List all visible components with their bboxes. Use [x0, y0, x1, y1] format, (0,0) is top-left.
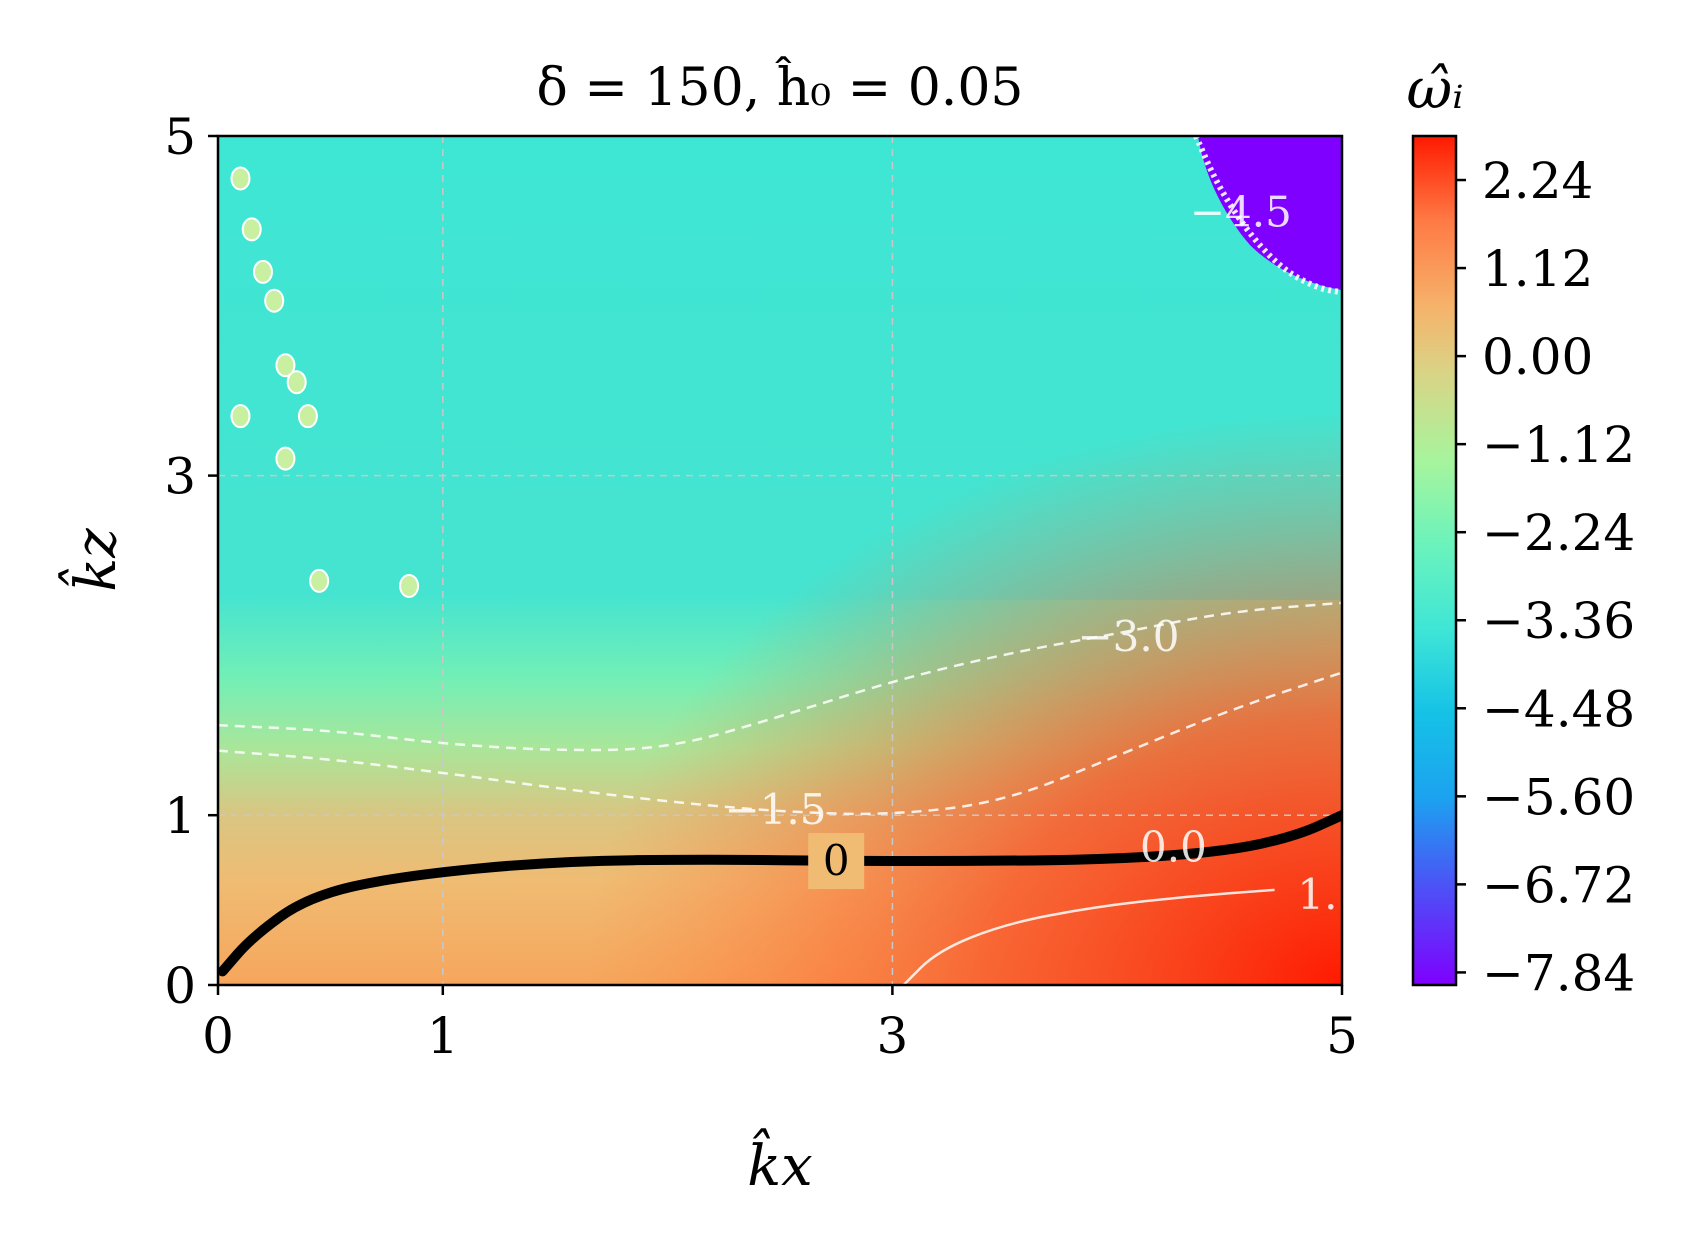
plot-frame [216, 134, 1344, 987]
contour-label-3: −1.5 [725, 785, 827, 834]
y-tick-label-1: 1 [164, 787, 196, 845]
colorbar-label: ω̂ᵢ [1407, 57, 1464, 122]
noise-spot-6 [297, 404, 318, 429]
contour-label-0: 0 [823, 836, 850, 885]
y-axis-label: k̂z [57, 528, 129, 592]
contour-label-1: 0.0 [1140, 822, 1207, 871]
x-tick-label-0: 0 [202, 1007, 234, 1065]
contour-labels: 0 0.0 1.5 −1.5 −3.0 −4.5 [725, 187, 1364, 919]
grid [218, 136, 1342, 985]
heatmap-purple-region [1198, 136, 1342, 290]
noise-spot-8 [309, 568, 330, 593]
contour-label-4: −3.0 [1077, 612, 1179, 661]
colorbar-tick-label-9: −7.84 [1482, 944, 1635, 1002]
colorbar-ticks: 2.24 1.12 0.00 −1.12 −2.24 −3.36 −4.48 −5.60 −6.… [1456, 152, 1635, 1002]
contour-30-4 [218, 601, 1342, 752]
noise-spots [230, 166, 420, 598]
x-axis-ticks: 0 1 3 5 [202, 985, 1358, 1065]
contour-45-5 [1193, 136, 1342, 296]
colorbar-tick-label-0: 2.24 [1482, 152, 1593, 210]
colorbar-tick-label-5: −3.36 [1482, 592, 1635, 650]
noise-spot-2 [252, 259, 273, 284]
contour-label-gap-0 [808, 833, 865, 890]
noise-spot-0 [230, 166, 251, 191]
chart-title: δ = 150, ĥ₀ = 0.05 [537, 56, 1024, 118]
colorbar: 2.24 1.12 0.00 −1.12 −2.24 −3.36 −4.48 −5.60 −6.… [1407, 57, 1636, 1002]
contour-15-2 [902, 888, 1275, 985]
contour-label-5: −4.5 [1190, 187, 1292, 236]
colorbar-tick-label-3: −1.12 [1482, 416, 1635, 474]
colorbar-tick-label-2: 0.00 [1482, 328, 1593, 386]
noise-spot-1 [241, 217, 262, 242]
plot-area: 0 0.0 1.5 −1.5 −3.0 −4.5 [218, 136, 1364, 985]
noise-spot-9 [399, 573, 420, 598]
y-tick-label-0: 0 [164, 957, 196, 1015]
noise-spot-4 [275, 353, 296, 378]
noise-spot-3 [264, 288, 285, 313]
x-tick-label-1: 1 [427, 1007, 459, 1065]
contour-label-2: 1.5 [1297, 870, 1364, 919]
y-tick-label-3: 5 [164, 108, 196, 166]
noise-spot-10 [230, 404, 251, 429]
y-tick-label-2: 3 [164, 448, 196, 506]
contour-lines [218, 136, 1342, 985]
heatmap-field-hot-region [218, 136, 1342, 985]
colorbar-tick-label-8: −6.72 [1482, 856, 1635, 914]
colorbar-tick-label-6: −4.48 [1482, 680, 1635, 738]
colorbar-gradient [1411, 134, 1458, 987]
colorbar-tick-label-4: −2.24 [1482, 504, 1635, 562]
x-tick-label-3: 5 [1326, 1007, 1358, 1065]
contour-0-0 [218, 810, 1342, 977]
y-axis-ticks: 0 1 3 5 [164, 108, 218, 1015]
colorbar-tick-label-7: −5.60 [1482, 768, 1635, 826]
colorbar-tick-label-1: 1.12 [1482, 240, 1593, 298]
noise-spot-7 [275, 446, 296, 471]
x-axis-label: k̂x [747, 1127, 813, 1199]
x-tick-label-2: 3 [876, 1007, 908, 1065]
contour-15-3 [218, 671, 1342, 816]
noise-spot-5 [286, 370, 307, 395]
